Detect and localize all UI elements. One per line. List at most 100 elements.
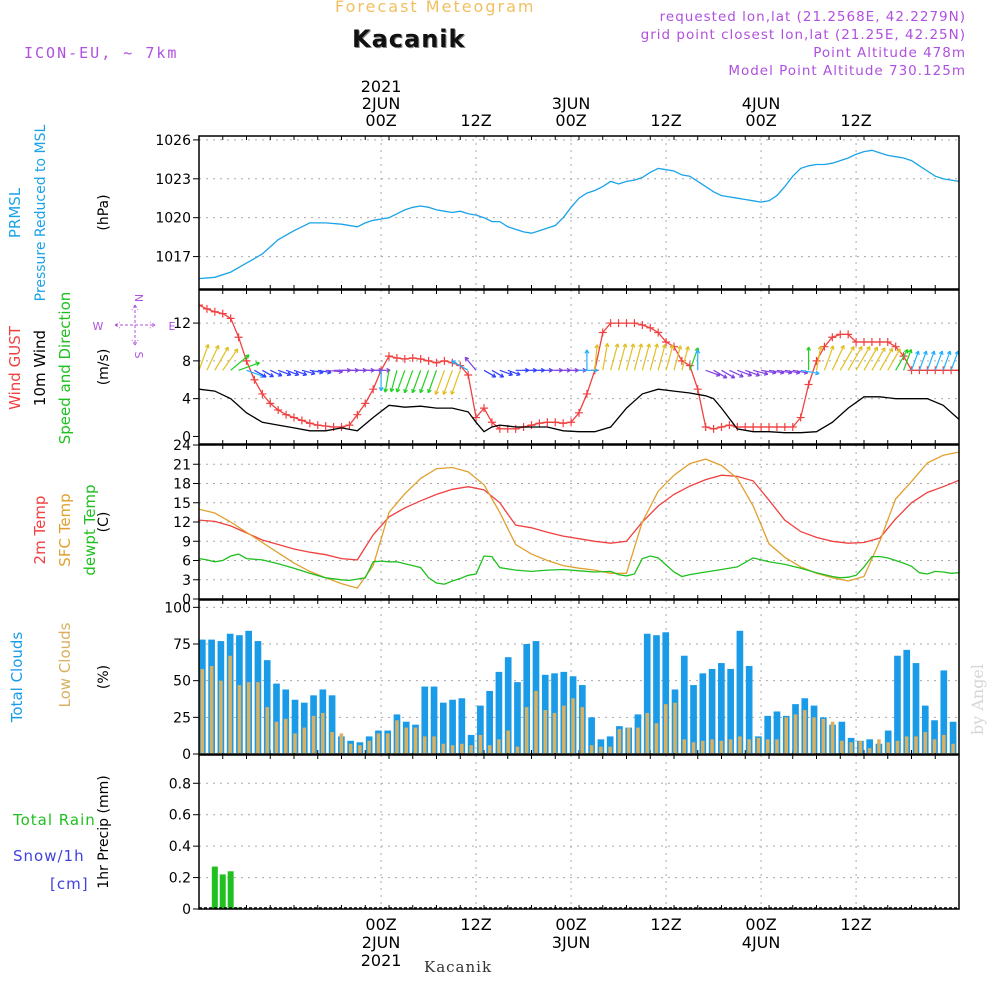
gust-marker	[780, 422, 789, 431]
gust-marker	[392, 354, 401, 363]
wind-plot-area	[199, 301, 959, 434]
total-cloud-bar	[903, 649, 911, 753]
gust-marker	[282, 410, 291, 419]
low-cloud-bar	[608, 746, 612, 753]
gust-marker	[495, 424, 504, 433]
low-cloud-bar	[395, 720, 399, 753]
low-cloud-bar	[200, 668, 205, 753]
gust-marker	[701, 422, 710, 431]
clouds-plot-area	[199, 630, 957, 753]
total-cloud-bar	[718, 663, 725, 753]
gust-marker	[931, 366, 940, 375]
gust-marker	[535, 419, 544, 428]
legend-10m-wind: 10m Wind	[31, 330, 49, 406]
low-cloud-bar	[302, 727, 307, 753]
wind-arrow	[745, 369, 761, 377]
model-name: ICON-EU, ~ 7km	[24, 44, 179, 62]
low-cloud-bar	[904, 736, 909, 753]
total-cloud-bar	[523, 644, 531, 753]
gust-marker	[582, 389, 591, 398]
low-cloud-bar	[895, 740, 900, 753]
wind-arrow	[395, 370, 406, 393]
bottom-time-label: 12Z	[650, 915, 681, 934]
total-cloud-bar	[588, 717, 595, 753]
total-cloud-bar	[662, 632, 670, 753]
wind-arrow	[958, 368, 959, 371]
top-time-label: 4JUN	[742, 94, 781, 113]
total-cloud-bar	[690, 685, 697, 753]
top-time-label: 2JUN	[362, 94, 401, 113]
low-cloud-bar	[432, 736, 436, 753]
wind-arrow	[507, 369, 521, 376]
gust-marker	[693, 385, 702, 394]
bottom-time-label: 3JUN	[552, 933, 591, 952]
bottom-time-label: 12Z	[840, 915, 871, 934]
temperature-ytick-label: 24	[173, 438, 191, 454]
low-cloud-bar	[283, 718, 288, 753]
wind-arrow	[584, 349, 590, 371]
point-altitude: Point Altitude 478m	[813, 45, 966, 61]
top-time-label: 3JUN	[552, 94, 591, 113]
low-cloud-bar	[867, 748, 872, 753]
gust-marker	[353, 410, 362, 419]
wind-arrow	[681, 346, 690, 371]
gust-marker	[345, 421, 354, 430]
low-cloud-bar	[858, 740, 863, 753]
gust-marker	[297, 416, 306, 425]
temperature-frame	[198, 444, 960, 600]
wind-arrow	[618, 343, 628, 371]
total-cloud-bar	[940, 670, 948, 753]
wind-arrow	[641, 343, 651, 371]
low-cloud-bar	[274, 721, 279, 753]
wind-arrow	[301, 369, 316, 376]
wind-arrow	[214, 346, 229, 371]
temperature-ytick-label: 18	[173, 477, 191, 493]
temperature-series-sfc-temp	[199, 451, 959, 589]
low-cloud-bar	[385, 733, 390, 753]
low-cloud-bar	[812, 717, 816, 753]
low-cloud-bar	[321, 712, 325, 753]
wind-arrow	[293, 369, 308, 377]
wind-arrow	[378, 370, 384, 392]
clouds-ytick-label: 0	[182, 747, 191, 763]
total-cloud-bar	[949, 721, 957, 753]
low-cloud-bar	[552, 712, 557, 753]
low-cloud-bar	[478, 734, 483, 753]
wind-arrow	[863, 346, 878, 371]
total-cloud-bar	[291, 699, 299, 753]
requested-coords: requested lon,lat (21.2568E, 42.2279N)	[659, 9, 966, 25]
low-cloud-bar	[293, 733, 297, 753]
gust-marker	[575, 408, 583, 417]
wind-arrow	[737, 369, 753, 377]
gust-marker	[305, 419, 314, 428]
legend-pressure-msl: Pressure Reduced to MSL	[33, 124, 49, 301]
low-cloud-bar	[237, 685, 242, 753]
wind-arrow	[633, 343, 644, 371]
gust-marker	[662, 337, 671, 346]
rain-bar	[227, 871, 234, 909]
wind-frame	[198, 289, 960, 445]
legend-snow-unit: [cm]	[50, 875, 89, 893]
gust-marker	[408, 354, 417, 363]
wind-arrow	[800, 369, 820, 376]
precip-panel: 0 0.2 0.4 0.6 0.8 1hr Precip (mm)	[96, 754, 960, 918]
gust-marker	[416, 354, 425, 363]
wind-arrow	[721, 369, 736, 379]
temperature-ytick-label: 3	[182, 573, 191, 589]
low-cloud-bar	[691, 742, 696, 753]
low-cloud-bar	[460, 743, 464, 753]
total-cloud-bar	[708, 668, 716, 753]
low-cloud-bar	[339, 733, 344, 753]
gust-marker	[709, 424, 718, 433]
low-cloud-bar	[599, 746, 603, 753]
wind-arrow	[442, 370, 453, 395]
low-cloud-bar	[256, 682, 260, 753]
total-cloud-bar	[912, 663, 920, 753]
low-cloud-bar	[840, 740, 844, 753]
legend-prmsl: PRMSL	[6, 187, 24, 238]
low-cloud-bar	[311, 715, 316, 753]
gust-marker	[654, 328, 663, 337]
precip-ytick-label: 0	[182, 902, 191, 918]
wind-arrow	[665, 344, 675, 371]
total-cloud-bar	[458, 698, 466, 753]
